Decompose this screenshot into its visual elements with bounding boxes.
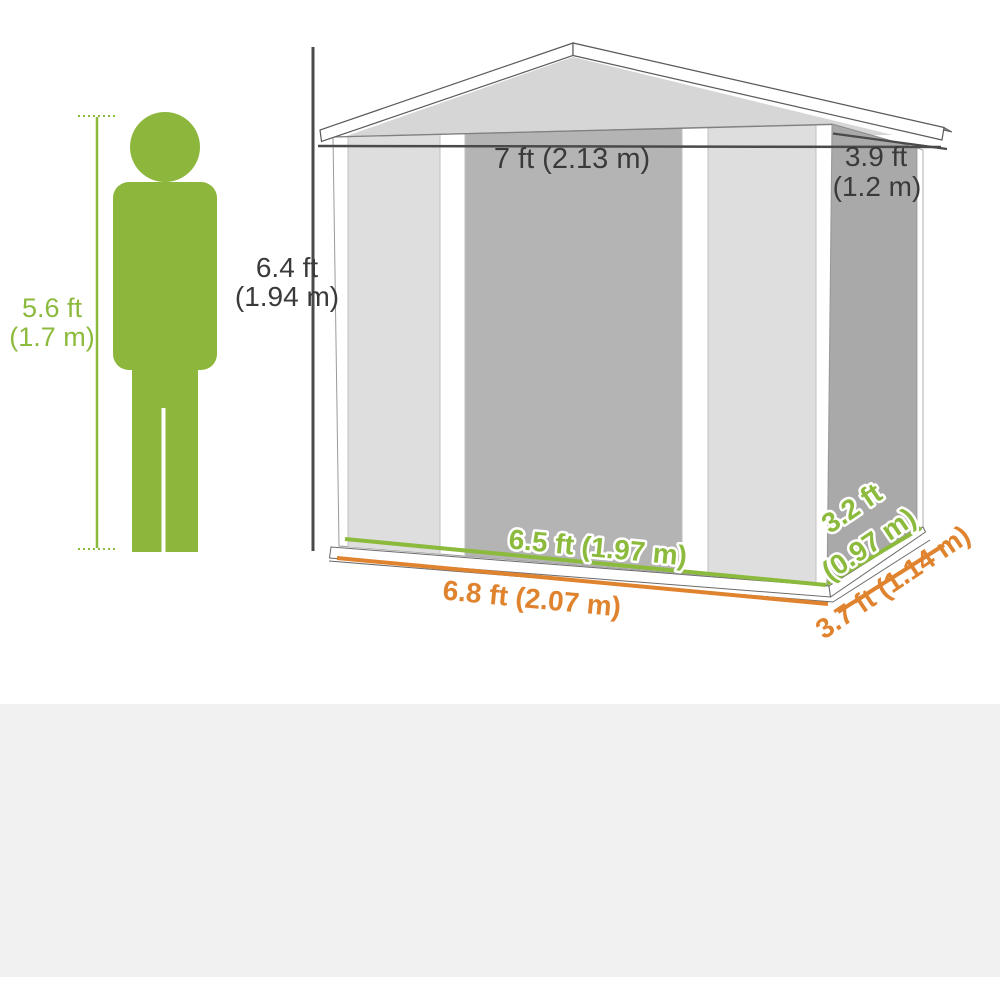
overall-depth-dimension-line <box>832 132 948 151</box>
overall-height-label-m: (1.94 m) <box>235 281 339 312</box>
diagram-canvas: 5.6 ft (1.7 m) 6.4 ft (1.94 m) 7 ft (2.1… <box>9 42 976 645</box>
shed-front-left-panel <box>348 134 440 554</box>
person-torso <box>113 182 217 370</box>
overall-width-dimension-line <box>317 144 942 149</box>
bottom-width-line <box>336 556 829 606</box>
wall-top-edge <box>332 123 833 138</box>
overall-depth-label-ft: 3.9 ft <box>845 141 907 172</box>
person-height-label-m: (1.7 m) <box>9 322 95 352</box>
person-height-label-ft: 5.6 ft <box>22 293 83 323</box>
note-band: Note: Before purchasing this product, it… <box>0 704 1000 977</box>
inner-depth-line <box>825 526 923 586</box>
inner-width-line <box>344 537 827 587</box>
roof-fascia-right <box>572 42 945 141</box>
shed-gable-triangle <box>332 57 893 141</box>
overall-depth-label-m: (1.2 m) <box>833 171 922 202</box>
person-head <box>130 112 200 182</box>
overall-height-label-ft: 6.4 ft <box>256 252 318 283</box>
shed-door-panel <box>465 127 682 574</box>
bottom-depth-line <box>836 543 946 614</box>
overall-width-label: 7 ft (2.13 m) <box>494 143 650 175</box>
shed-back-corner-trim <box>916 147 924 531</box>
base-right-lower-edge <box>832 539 931 603</box>
shed-front-right-panel <box>708 124 816 584</box>
